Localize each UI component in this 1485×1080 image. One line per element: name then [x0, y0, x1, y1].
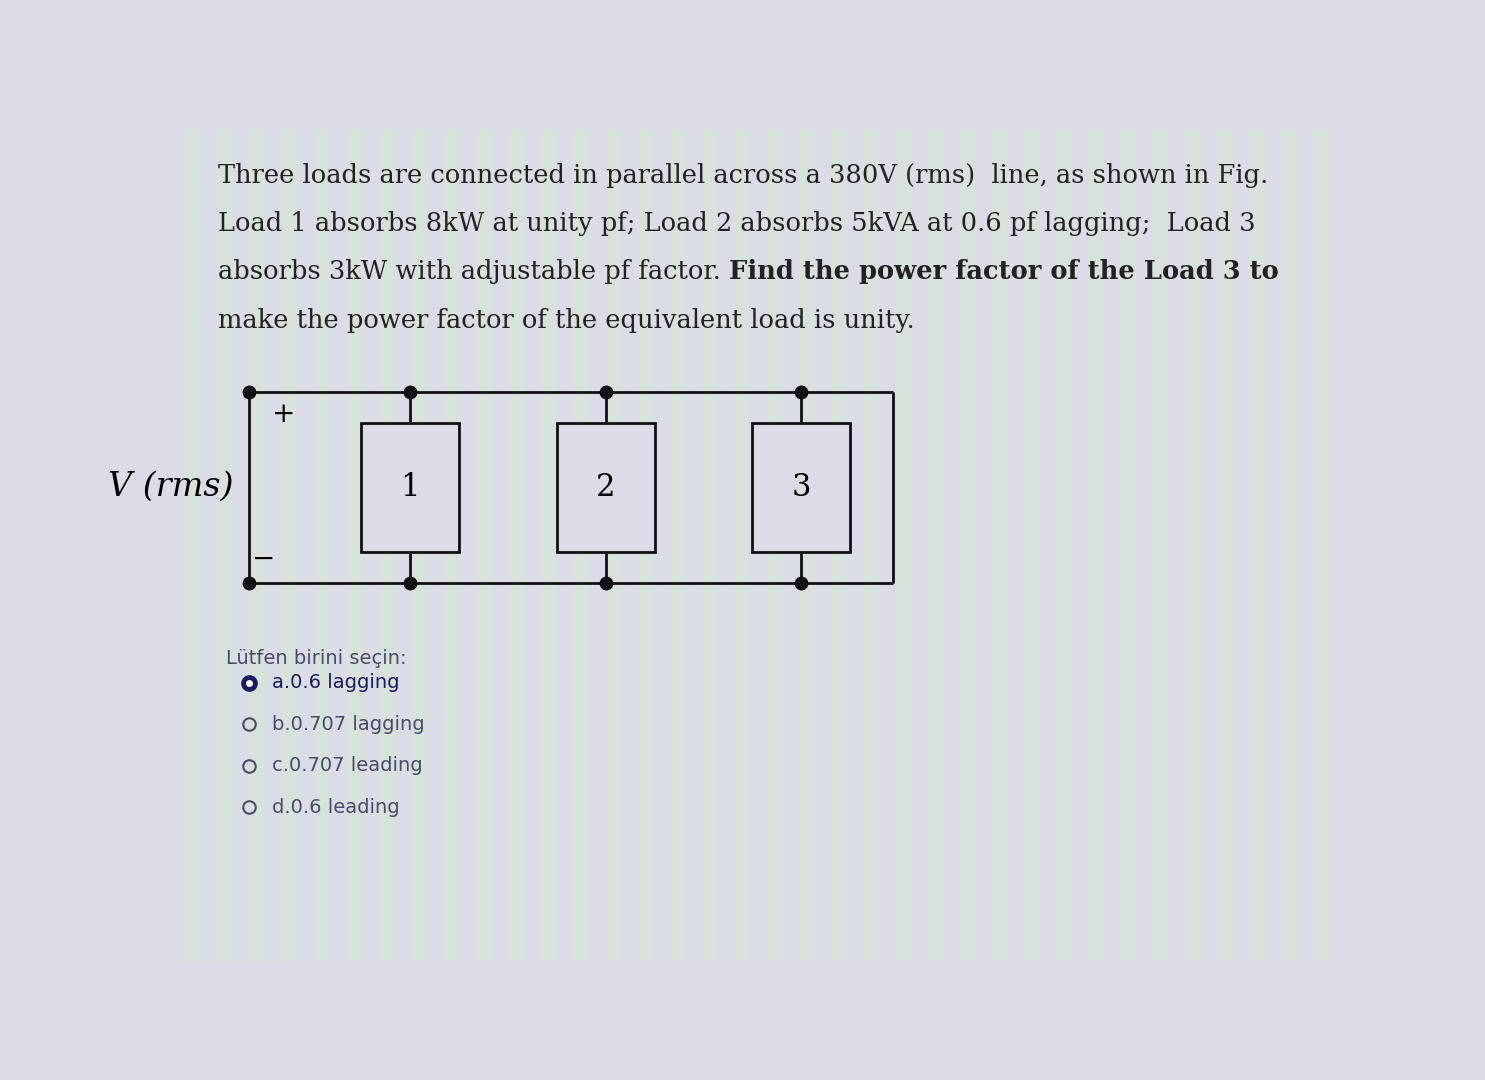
- Bar: [1249, 130, 1264, 961]
- Bar: [894, 130, 909, 961]
- Bar: [604, 130, 619, 961]
- Bar: [766, 130, 781, 961]
- Bar: [541, 130, 555, 961]
- Bar: [797, 130, 812, 961]
- Bar: [347, 130, 362, 961]
- Bar: [557, 422, 655, 552]
- Bar: [1056, 130, 1071, 961]
- Bar: [753, 422, 851, 552]
- Bar: [379, 130, 394, 961]
- Bar: [218, 130, 233, 961]
- Bar: [1185, 130, 1200, 961]
- Bar: [959, 130, 974, 961]
- Bar: [637, 130, 652, 961]
- Bar: [1152, 130, 1167, 961]
- Bar: [830, 130, 845, 961]
- Text: absorbs 3kW with adjustable pf factor.: absorbs 3kW with adjustable pf factor.: [218, 259, 729, 284]
- Text: make the power factor of the equivalent load is unity.: make the power factor of the equivalent …: [218, 308, 915, 333]
- Text: c.0.707 leading: c.0.707 leading: [272, 756, 423, 775]
- Bar: [670, 130, 685, 961]
- Bar: [444, 130, 459, 961]
- Bar: [927, 130, 941, 961]
- Bar: [1023, 130, 1038, 961]
- Text: V (rms): V (rms): [108, 471, 235, 503]
- Bar: [1120, 130, 1135, 961]
- Text: 3: 3: [792, 472, 811, 502]
- Bar: [701, 130, 716, 961]
- Bar: [992, 130, 1007, 961]
- Text: +: +: [272, 401, 296, 428]
- Bar: [572, 130, 587, 961]
- Bar: [361, 422, 459, 552]
- Text: Load 1 absorbs 8kW at unity pf; Load 2 absorbs 5kVA at 0.6 pf lagging;  Load 3: Load 1 absorbs 8kW at unity pf; Load 2 a…: [218, 211, 1255, 237]
- Bar: [863, 130, 878, 961]
- Bar: [508, 130, 523, 961]
- Text: Three loads are connected in parallel across a 380V (rms)  line, as shown in Fig: Three loads are connected in parallel ac…: [218, 163, 1268, 188]
- Text: 2: 2: [595, 472, 615, 502]
- Bar: [282, 130, 297, 961]
- Text: d.0.6 leading: d.0.6 leading: [272, 798, 399, 816]
- Text: b.0.707 lagging: b.0.707 lagging: [272, 715, 425, 733]
- Bar: [1089, 130, 1103, 961]
- Text: Find the power factor of the Load 3 to: Find the power factor of the Load 3 to: [729, 259, 1279, 284]
- Text: Lütfen birini seçin:: Lütfen birini seçin:: [226, 649, 407, 669]
- Bar: [411, 130, 426, 961]
- Text: −: −: [252, 546, 276, 573]
- Bar: [1282, 130, 1296, 961]
- Text: 1: 1: [401, 472, 420, 502]
- Bar: [475, 130, 490, 961]
- Bar: [186, 130, 200, 961]
- Bar: [249, 130, 264, 961]
- Text: a.0.6 lagging: a.0.6 lagging: [272, 673, 399, 692]
- Bar: [734, 130, 748, 961]
- Bar: [315, 130, 330, 961]
- Bar: [1216, 130, 1231, 961]
- Bar: [1314, 130, 1329, 961]
